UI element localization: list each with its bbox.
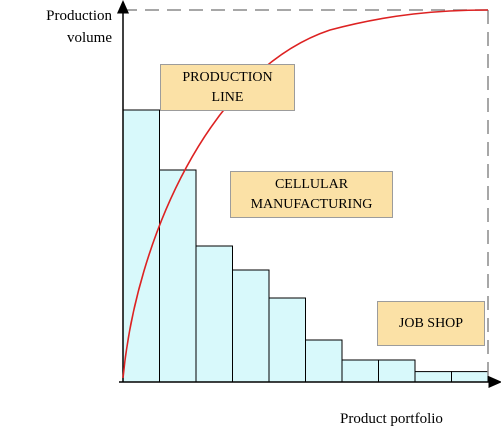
bar-9 <box>414 371 452 383</box>
production-line-box: PRODUCTION LINE <box>160 64 295 111</box>
job-shop-label: JOB SHOP <box>398 315 464 331</box>
bar-10 <box>451 371 489 383</box>
bars-group <box>122 109 489 383</box>
bar-4 <box>232 269 270 383</box>
bar-5 <box>268 297 306 383</box>
bar-2 <box>159 169 197 383</box>
production-line-label: PRODUCTION LINE <box>182 69 273 105</box>
y-axis-label: Production volume <box>46 8 112 46</box>
cumulative-curve <box>122 9 489 379</box>
bar-3 <box>195 245 233 383</box>
bar-8 <box>378 359 416 383</box>
x-axis-label: Product portfolio <box>340 411 443 427</box>
cellular-manufacturing-box: CELLULAR MANUFACTURING <box>230 171 393 218</box>
bar-6 <box>305 339 343 383</box>
cellular-manufacturing-label: CELLULAR MANUFACTURING <box>250 176 373 212</box>
job-shop-box: JOB SHOP <box>377 301 485 346</box>
bar-7 <box>341 359 379 383</box>
